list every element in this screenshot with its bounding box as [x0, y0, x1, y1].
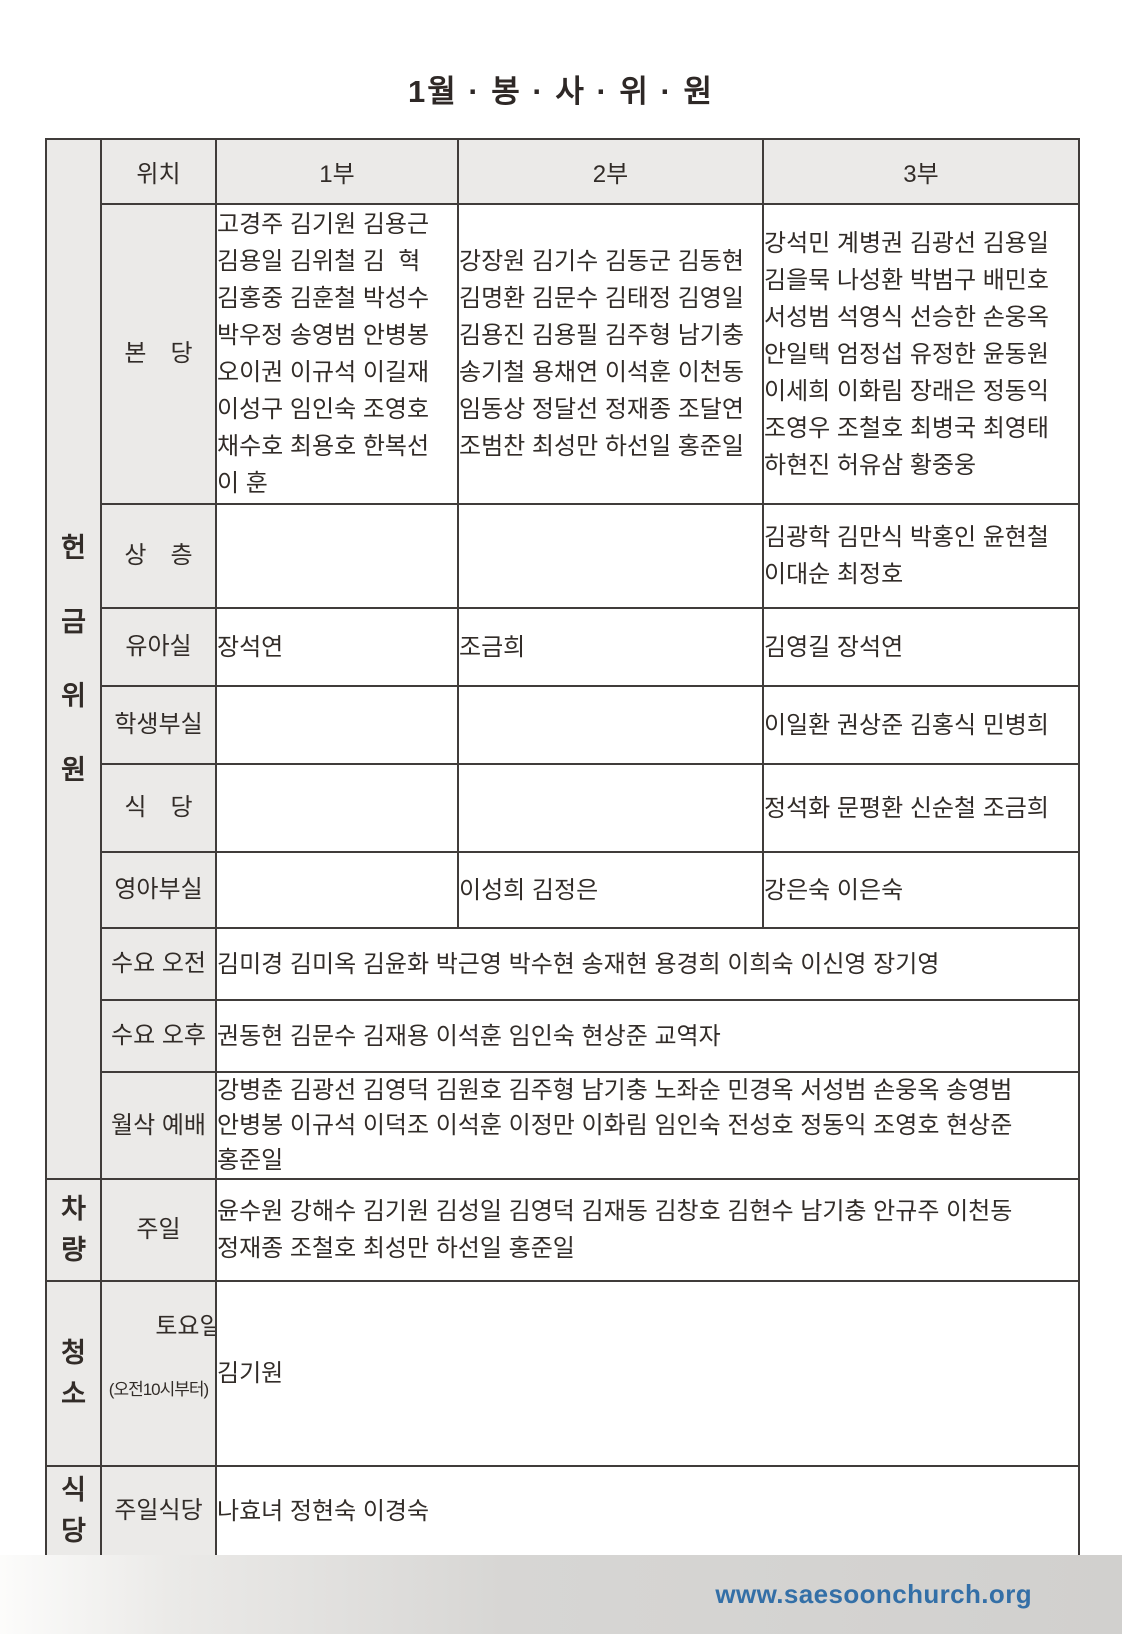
table-row: 청 소 토요일 (오전10시부터) 김기원	[45, 1280, 1080, 1467]
cell-wednesday-afternoon: 권동현 김문수 김재용 이석훈 임인숙 현상준 교역자	[215, 999, 1080, 1073]
column-header-part1: 1부	[215, 138, 459, 205]
offering-committee-char: 금	[61, 606, 86, 637]
table-row: 학생부실 이일환 권상준 김홍식 민병희	[46, 685, 1080, 765]
duty-roster-table: 헌 금 위 원 위치 1부 2부 3부 본 당 고경주 김기원 김용근 김용일 …	[45, 138, 1080, 1557]
cleaning-vertical-label: 청 소	[48, 1337, 99, 1409]
table-row: 식 당 주일식당 나효녀 정현숙 이경숙	[45, 1465, 1080, 1557]
dining-char: 식	[61, 1475, 86, 1505]
group-cell-offering-committee: 헌 금 위 원	[45, 138, 102, 1180]
row-label-student-room: 학생부실	[100, 685, 217, 765]
cell-upper-floor-part2	[457, 503, 764, 609]
dining-char: 당	[61, 1516, 86, 1546]
cell-student-room-part2	[457, 685, 764, 765]
cell-cafeteria-part2	[457, 763, 764, 853]
cell-wednesday-morning: 김미경 김미옥 김윤화 박근영 박수현 송재현 용경희 이희숙 이신영 장기영	[215, 927, 1080, 1001]
cell-student-room-part3: 이일환 권상준 김홍식 민병희	[762, 685, 1080, 765]
page-title: 1월 · 봉 · 사 · 위 · 원	[407, 74, 715, 109]
table-row: 수요 오후 권동현 김문수 김재용 이석훈 임인숙 현상준 교역자	[46, 999, 1080, 1073]
cell-nursery-room-part2: 이성희 김정은	[457, 851, 764, 929]
cell-main-sanctuary-part1: 고경주 김기원 김용근 김용일 김위철 김 혁 김홍중 김훈철 박성수 박우정 …	[215, 203, 459, 505]
table-row: 유아실 장석연 조금희 김영길 장석연	[46, 607, 1080, 687]
table-row: 헌 금 위 원 위치 1부 2부 3부	[45, 138, 1080, 1180]
cell-infant-room-part3: 김영길 장석연	[762, 607, 1080, 687]
cell-nursery-room-part1	[215, 851, 459, 929]
cell-nursery-room-part3: 강은숙 이은숙	[762, 851, 1080, 929]
vehicle-vertical-label: 차 량	[48, 1194, 99, 1265]
dining-vertical-label: 식 당	[48, 1475, 99, 1546]
table-row: 월삭 예배 강병춘 김광선 김영덕 김원호 김주형 남기충 노좌순 민경옥 서성…	[46, 1071, 1080, 1180]
offering-committee-vertical-label: 헌 금 위 원	[48, 532, 99, 785]
cell-main-sanctuary-part3: 강석민 계병권 김광선 김용일 김을묵 나성환 박범구 배민호 서성범 석영식 …	[762, 203, 1080, 505]
row-label-infant-room: 유아실	[100, 607, 217, 687]
cell-student-room-part1	[215, 685, 459, 765]
column-header-part2: 2부	[457, 138, 764, 205]
row-label-monthly-service: 월삭 예배	[100, 1071, 217, 1180]
table-row: 상 층 김광학 김만식 박홍인 윤현철 이대순 최정호	[46, 503, 1080, 609]
column-header-part3: 3부	[762, 138, 1080, 205]
cell-upper-floor-part3: 김광학 김만식 박홍인 윤현철 이대순 최정호	[762, 503, 1080, 609]
row-label-sunday-vehicle: 주일	[100, 1178, 217, 1282]
table-row: 영아부실 이성희 김정은 강은숙 이은숙	[46, 851, 1080, 929]
row-label-main-sanctuary: 본 당	[100, 203, 217, 505]
group-cell-dining: 식 당	[45, 1465, 102, 1557]
row-label-saturday-cleaning: 토요일 (오전10시부터)	[100, 1280, 217, 1467]
cleaning-char: 청	[61, 1337, 86, 1368]
group-cell-cleaning: 청 소	[45, 1280, 102, 1467]
cell-infant-room-part1: 장석연	[215, 607, 459, 687]
offering-committee-char: 원	[61, 754, 86, 785]
cell-main-sanctuary-part2: 강장원 김기수 김동군 김동현 김명환 김문수 김태정 김영일 김용진 김용필 …	[457, 203, 764, 505]
row-label-wednesday-morning: 수요 오전	[100, 927, 217, 1001]
table-row: 차 량 주일 윤수원 강해수 김기원 김성일 김영덕 김재동 김창호 김현수 남…	[45, 1178, 1080, 1282]
vehicle-char: 량	[61, 1235, 86, 1265]
footer-bar: www.saesoonchurch.org	[0, 1555, 1122, 1634]
table-row: 식 당 정석화 문평환 신순철 조금희	[46, 763, 1080, 853]
row-label-nursery-room: 영아부실	[100, 851, 217, 929]
row-label-sunday-dining: 주일식당	[100, 1465, 217, 1557]
cell-cafeteria-part3: 정석화 문평환 신순철 조금희	[762, 763, 1080, 853]
cell-sunday-vehicle: 윤수원 강해수 김기원 김성일 김영덕 김재동 김창호 김현수 남기충 안규주 …	[215, 1178, 1080, 1282]
cell-sunday-dining: 나효녀 정현숙 이경숙	[215, 1465, 1080, 1557]
table-row: 수요 오전 김미경 김미옥 김윤화 박근영 박수현 송재현 용경희 이희숙 이신…	[46, 927, 1080, 1001]
cell-upper-floor-part1	[215, 503, 459, 609]
row-label-wednesday-afternoon: 수요 오후	[100, 999, 217, 1073]
cell-infant-room-part2: 조금희	[457, 607, 764, 687]
table-row: 본 당 고경주 김기원 김용근 김용일 김위철 김 혁 김홍중 김훈철 박성수 …	[46, 203, 1080, 505]
column-header-location: 위치	[100, 138, 217, 205]
saturday-label: 토요일	[155, 1313, 216, 1340]
cell-cafeteria-part1	[215, 763, 459, 853]
offering-committee-char: 위	[61, 680, 86, 711]
cell-monthly-service: 강병춘 김광선 김영덕 김원호 김주형 남기충 노좌순 민경옥 서성범 손웅옥 …	[215, 1071, 1080, 1180]
cleaning-char: 소	[61, 1378, 86, 1409]
cell-saturday-cleaning: 김기원	[215, 1280, 1080, 1467]
vehicle-char: 차	[61, 1194, 86, 1224]
bulletin-page: 1월 · 봉 · 사 · 위 · 원 헌 금 위 원 위치 1부 2부 3부 본…	[0, 74, 1122, 1634]
row-label-upper-floor: 상 층	[100, 503, 217, 609]
footer-website-url: www.saesoonchurch.org	[715, 1579, 1032, 1609]
saturday-time-note: (오전10시부터)	[108, 1380, 209, 1399]
row-label-cafeteria: 식 당	[100, 763, 217, 853]
group-cell-vehicle: 차 량	[45, 1178, 102, 1282]
offering-committee-char: 헌	[61, 532, 86, 563]
